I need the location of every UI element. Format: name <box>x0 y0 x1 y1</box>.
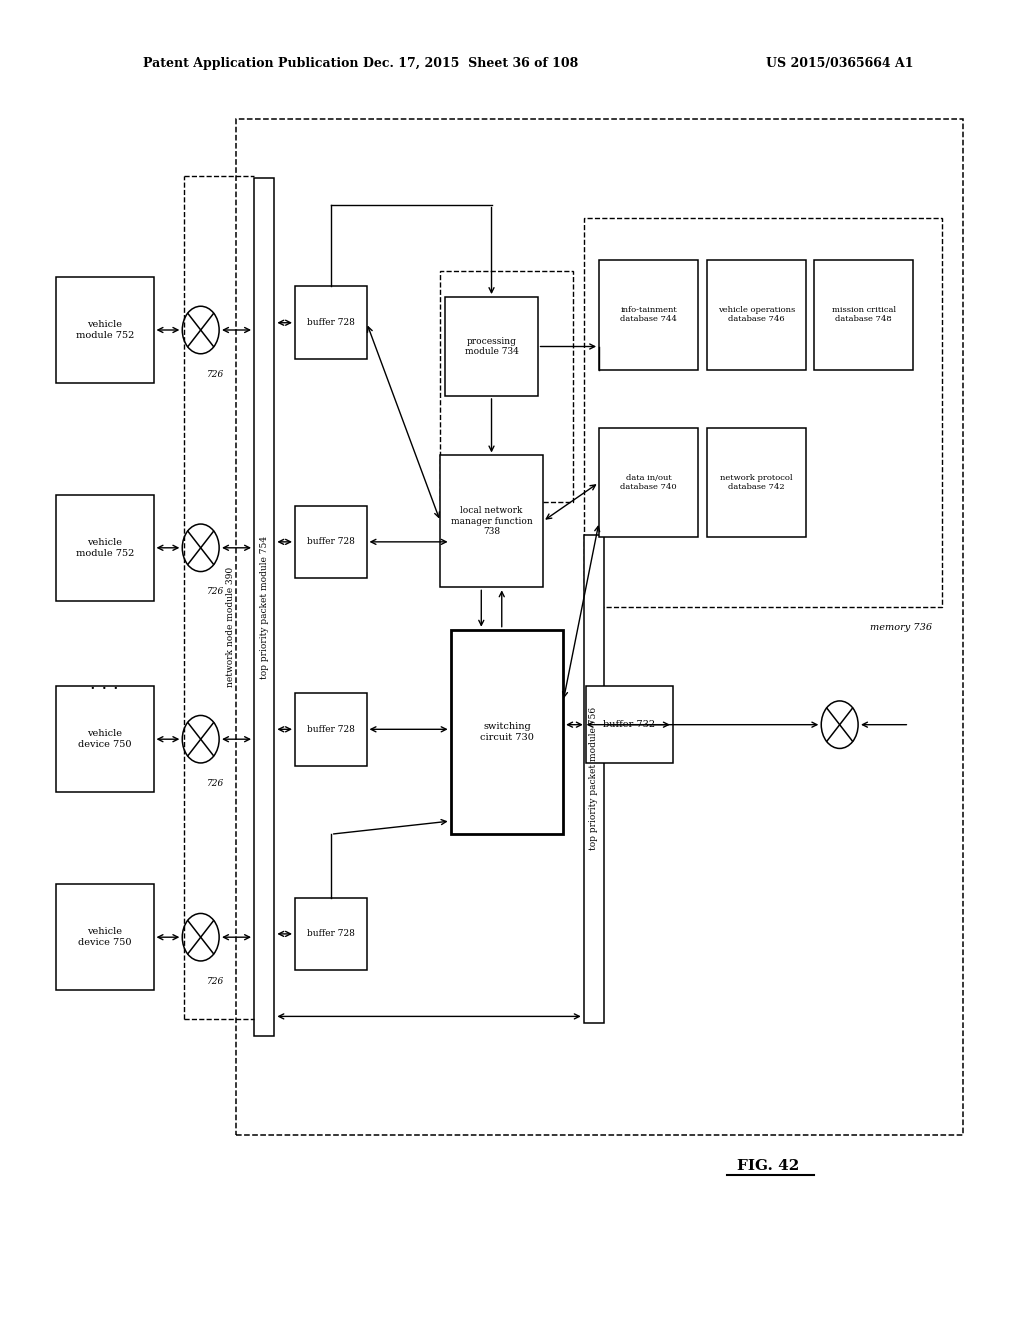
Text: 726: 726 <box>207 779 224 788</box>
Bar <box>295 506 367 578</box>
Bar <box>586 686 673 763</box>
Bar <box>254 178 274 1036</box>
Text: top priority packet module 756: top priority packet module 756 <box>590 708 598 850</box>
Bar <box>295 898 367 970</box>
Bar <box>584 535 604 1023</box>
Bar <box>440 271 573 502</box>
Text: buffer 728: buffer 728 <box>307 725 354 734</box>
Text: Patent Application Publication: Patent Application Publication <box>143 57 358 70</box>
Bar <box>295 286 367 359</box>
Text: 726: 726 <box>207 587 224 597</box>
Text: vehicle
device 750: vehicle device 750 <box>78 928 132 946</box>
Bar <box>814 260 913 370</box>
Text: local network
manager function
738: local network manager function 738 <box>451 507 532 536</box>
Text: buffer 728: buffer 728 <box>307 318 354 327</box>
Text: mission critical
database 748: mission critical database 748 <box>831 306 896 323</box>
Text: vehicle
device 750: vehicle device 750 <box>78 730 132 748</box>
Text: processing
module 734: processing module 734 <box>465 337 518 356</box>
Bar <box>707 260 806 370</box>
Bar <box>56 884 154 990</box>
Text: network node module 390: network node module 390 <box>226 566 234 688</box>
Bar <box>56 277 154 383</box>
Text: info-tainment
database 744: info-tainment database 744 <box>621 306 677 323</box>
Text: Dec. 17, 2015  Sheet 36 of 108: Dec. 17, 2015 Sheet 36 of 108 <box>364 57 579 70</box>
Bar <box>295 693 367 766</box>
Bar <box>599 260 698 370</box>
Bar <box>584 218 942 607</box>
Text: buffer 728: buffer 728 <box>307 929 354 939</box>
Text: 726: 726 <box>207 977 224 986</box>
Text: · · ·: · · · <box>90 680 119 698</box>
Bar <box>440 455 543 587</box>
Bar <box>56 495 154 601</box>
Text: network protocol
database 742: network protocol database 742 <box>720 474 793 491</box>
Bar <box>599 428 698 537</box>
Bar <box>451 630 563 834</box>
Bar <box>707 428 806 537</box>
Text: data in/out
database 740: data in/out database 740 <box>621 474 677 491</box>
Text: vehicle
module 752: vehicle module 752 <box>76 539 134 557</box>
Bar <box>56 686 154 792</box>
Text: vehicle operations
database 746: vehicle operations database 746 <box>718 306 795 323</box>
Text: US 2015/0365664 A1: US 2015/0365664 A1 <box>766 57 913 70</box>
Bar <box>445 297 538 396</box>
Text: switching
circuit 730: switching circuit 730 <box>480 722 534 742</box>
Text: buffer 732: buffer 732 <box>603 721 655 729</box>
Text: buffer 728: buffer 728 <box>307 537 354 546</box>
Text: 726: 726 <box>207 370 224 379</box>
Text: FIG. 42: FIG. 42 <box>737 1159 799 1172</box>
Text: top priority packet module 754: top priority packet module 754 <box>260 536 268 678</box>
Bar <box>236 119 963 1135</box>
Text: memory 736: memory 736 <box>869 623 932 632</box>
Text: vehicle
module 752: vehicle module 752 <box>76 321 134 339</box>
